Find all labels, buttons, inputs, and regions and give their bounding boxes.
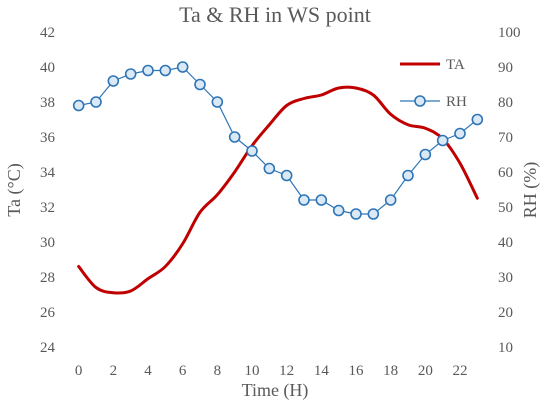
series-rh-point xyxy=(384,194,397,206)
y-right-tick-label: 50 xyxy=(498,200,513,216)
y-right-tick-label: 30 xyxy=(498,270,513,286)
series-rh-point xyxy=(454,127,466,140)
y-left-tick-label: 34 xyxy=(40,165,56,181)
y-left-tick-label: 28 xyxy=(40,270,55,286)
series-rh-point xyxy=(332,204,345,217)
x-tick-label: 22 xyxy=(453,363,468,379)
x-tick-label: 16 xyxy=(349,363,365,379)
series-ta-line xyxy=(77,85,479,295)
legend-rh-marker xyxy=(414,95,426,107)
y-right-tick-label: 80 xyxy=(498,95,513,111)
x-tick-label: 18 xyxy=(383,363,398,379)
series-rh-point xyxy=(159,64,172,77)
series-rh-point xyxy=(367,208,380,220)
y-right-tick-label: 60 xyxy=(498,165,513,181)
y-right-axis-label: RH (%) xyxy=(520,162,541,219)
y-right-tick-label: 10 xyxy=(498,340,513,356)
series-rh-point xyxy=(436,134,449,147)
x-tick-label: 10 xyxy=(245,363,260,379)
series-rh-point xyxy=(280,169,293,182)
y-left-tick-label: 26 xyxy=(40,305,56,321)
y-right-tick-label: 70 xyxy=(498,130,513,146)
x-tick-label: 14 xyxy=(314,363,330,379)
series-rh-point xyxy=(263,162,276,175)
series-rh-point xyxy=(402,169,414,182)
x-tick-label: 4 xyxy=(144,363,152,379)
x-tick-labels: 0 2 4 6 8 10 12 14 16 18 20 22 xyxy=(75,363,468,379)
legend: TA RH xyxy=(400,57,467,110)
series-rh-point xyxy=(298,194,310,206)
y-left-tick-label: 32 xyxy=(40,200,55,216)
x-tick-label: 12 xyxy=(279,363,294,379)
y-left-tick-label: 38 xyxy=(40,95,55,111)
x-tick-label: 6 xyxy=(179,363,187,379)
series-rh-point xyxy=(211,96,224,108)
y-right-tick-label: 100 xyxy=(498,25,521,41)
y-right-tick-labels: 10 20 30 40 50 60 70 80 90 100 xyxy=(498,25,521,356)
series-rh-point xyxy=(176,61,189,73)
series-rh-point xyxy=(194,78,206,91)
series-rh-line xyxy=(78,66,478,215)
y-left-axis-label: Ta (°C) xyxy=(4,163,25,216)
legend-rh-label: RH xyxy=(446,94,467,110)
series-rh-point xyxy=(124,68,137,80)
series-rh-point xyxy=(315,194,328,206)
series-rh-point xyxy=(142,64,154,77)
series-rh-point xyxy=(419,148,432,161)
series-rh-point xyxy=(228,131,241,143)
x-tick-label: 8 xyxy=(214,363,222,379)
series-rh-point xyxy=(471,113,484,126)
series-rh-point xyxy=(107,75,120,87)
y-left-tick-label: 30 xyxy=(40,235,55,251)
chart-title: Ta & RH in WS point xyxy=(179,2,371,27)
series-rh-point xyxy=(72,99,85,112)
y-left-tick-label: 24 xyxy=(40,340,56,356)
series-rh-point xyxy=(90,96,102,108)
series-rh-point xyxy=(350,208,362,220)
y-left-tick-label: 40 xyxy=(40,60,55,76)
x-axis-label: Time (H) xyxy=(242,380,309,401)
x-tick-label: 20 xyxy=(418,363,433,379)
y-left-tick-label: 36 xyxy=(40,130,56,146)
series-rh-point xyxy=(246,145,258,157)
series-layer xyxy=(72,61,484,295)
x-tick-label: 2 xyxy=(110,363,118,379)
legend-ta-label: TA xyxy=(446,57,465,73)
y-right-tick-label: 20 xyxy=(498,305,513,321)
y-left-tick-label: 42 xyxy=(40,25,55,41)
y-left-tick-labels: 24 26 28 30 32 34 36 38 40 42 xyxy=(40,25,56,356)
x-tick-label: 0 xyxy=(75,363,83,379)
y-right-tick-label: 90 xyxy=(498,60,513,76)
y-right-tick-label: 40 xyxy=(498,235,513,251)
